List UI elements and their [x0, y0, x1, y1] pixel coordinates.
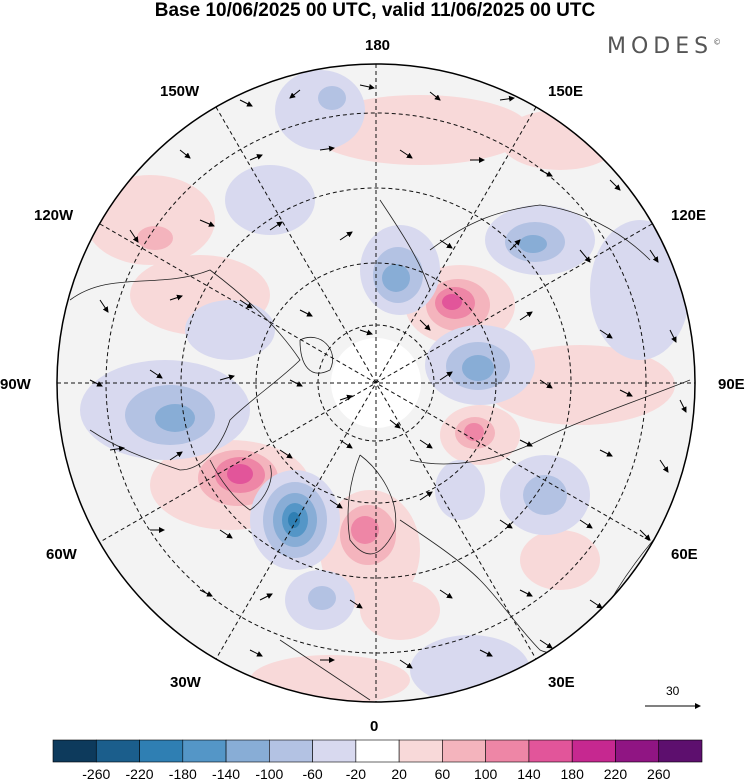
colorbar-tick-label: 60	[434, 766, 451, 782]
map-field	[57, 64, 695, 702]
colorbar-swatch	[615, 739, 660, 763]
colorbar-swatch	[269, 739, 313, 763]
colorbar-tick-label: -20	[345, 766, 366, 782]
lon-label-30e: 30E	[548, 674, 575, 691]
modes-logo: MODES©	[607, 34, 721, 59]
lon-label-150w: 150W	[160, 83, 200, 100]
colorbar-swatch	[182, 739, 227, 763]
colorbar-tick-label: 140	[517, 766, 541, 782]
colorbar-swatch	[442, 739, 486, 763]
lon-label-180: 180	[365, 37, 391, 54]
colorbar-swatch	[312, 739, 357, 763]
lon-label-0: 0	[370, 718, 379, 735]
colorbar-tick-label: -220	[125, 766, 154, 782]
lon-label-30w: 30W	[170, 674, 201, 691]
lon-label-150e: 150E	[548, 83, 584, 100]
colorbar-swatch	[485, 739, 530, 763]
colorbar-swatch	[571, 739, 616, 763]
colorbar-tick-label: 220	[603, 766, 628, 782]
colorbar-swatch	[658, 739, 703, 763]
colorbar-tick-label: 20	[391, 766, 407, 782]
colorbar	[52, 739, 703, 763]
coastlines	[69, 199, 691, 701]
lon-label-120e: 120E	[671, 207, 707, 224]
colorbar-swatch	[95, 739, 140, 763]
map-boundary	[56, 63, 696, 703]
map-title: Base 10/06/2025 00 UTC, valid 11/06/2025…	[154, 0, 596, 21]
lon-label-60w: 60W	[46, 546, 77, 563]
graticule	[57, 64, 695, 702]
colorbar-swatch	[528, 739, 573, 763]
colorbar-tick-label: 260	[647, 766, 671, 782]
lon-label-90w: 90W	[0, 376, 31, 393]
colorbar-tick-label: 100	[473, 766, 498, 782]
colorbar-swatch	[355, 739, 400, 763]
lon-label-120w: 120W	[34, 207, 74, 224]
lon-label-60e: 60E	[671, 546, 698, 563]
colorbar-swatch	[52, 739, 97, 763]
colorbar-tick-label: 180	[560, 766, 584, 782]
colorbar-swatch	[139, 739, 184, 763]
colorbar-tick-label: -140	[212, 766, 241, 782]
negative-anomalies	[80, 70, 690, 702]
wind-vectors	[89, 84, 687, 669]
brand-name: MODES	[607, 34, 714, 59]
colorbar-tick-label: -100	[255, 766, 284, 782]
colorbar-tick-label: -180	[168, 766, 197, 782]
colorbar-tick-label: -60	[302, 766, 323, 782]
colorbar-swatch	[225, 739, 270, 763]
brand-mark: ©	[713, 37, 722, 47]
positive-anomalies	[85, 95, 675, 702]
lon-label-90e: 90E	[718, 376, 745, 393]
colorbar-swatch	[398, 739, 443, 763]
reference-vector-label: 30	[666, 684, 680, 698]
colorbar-tick-label: -260	[82, 766, 111, 782]
